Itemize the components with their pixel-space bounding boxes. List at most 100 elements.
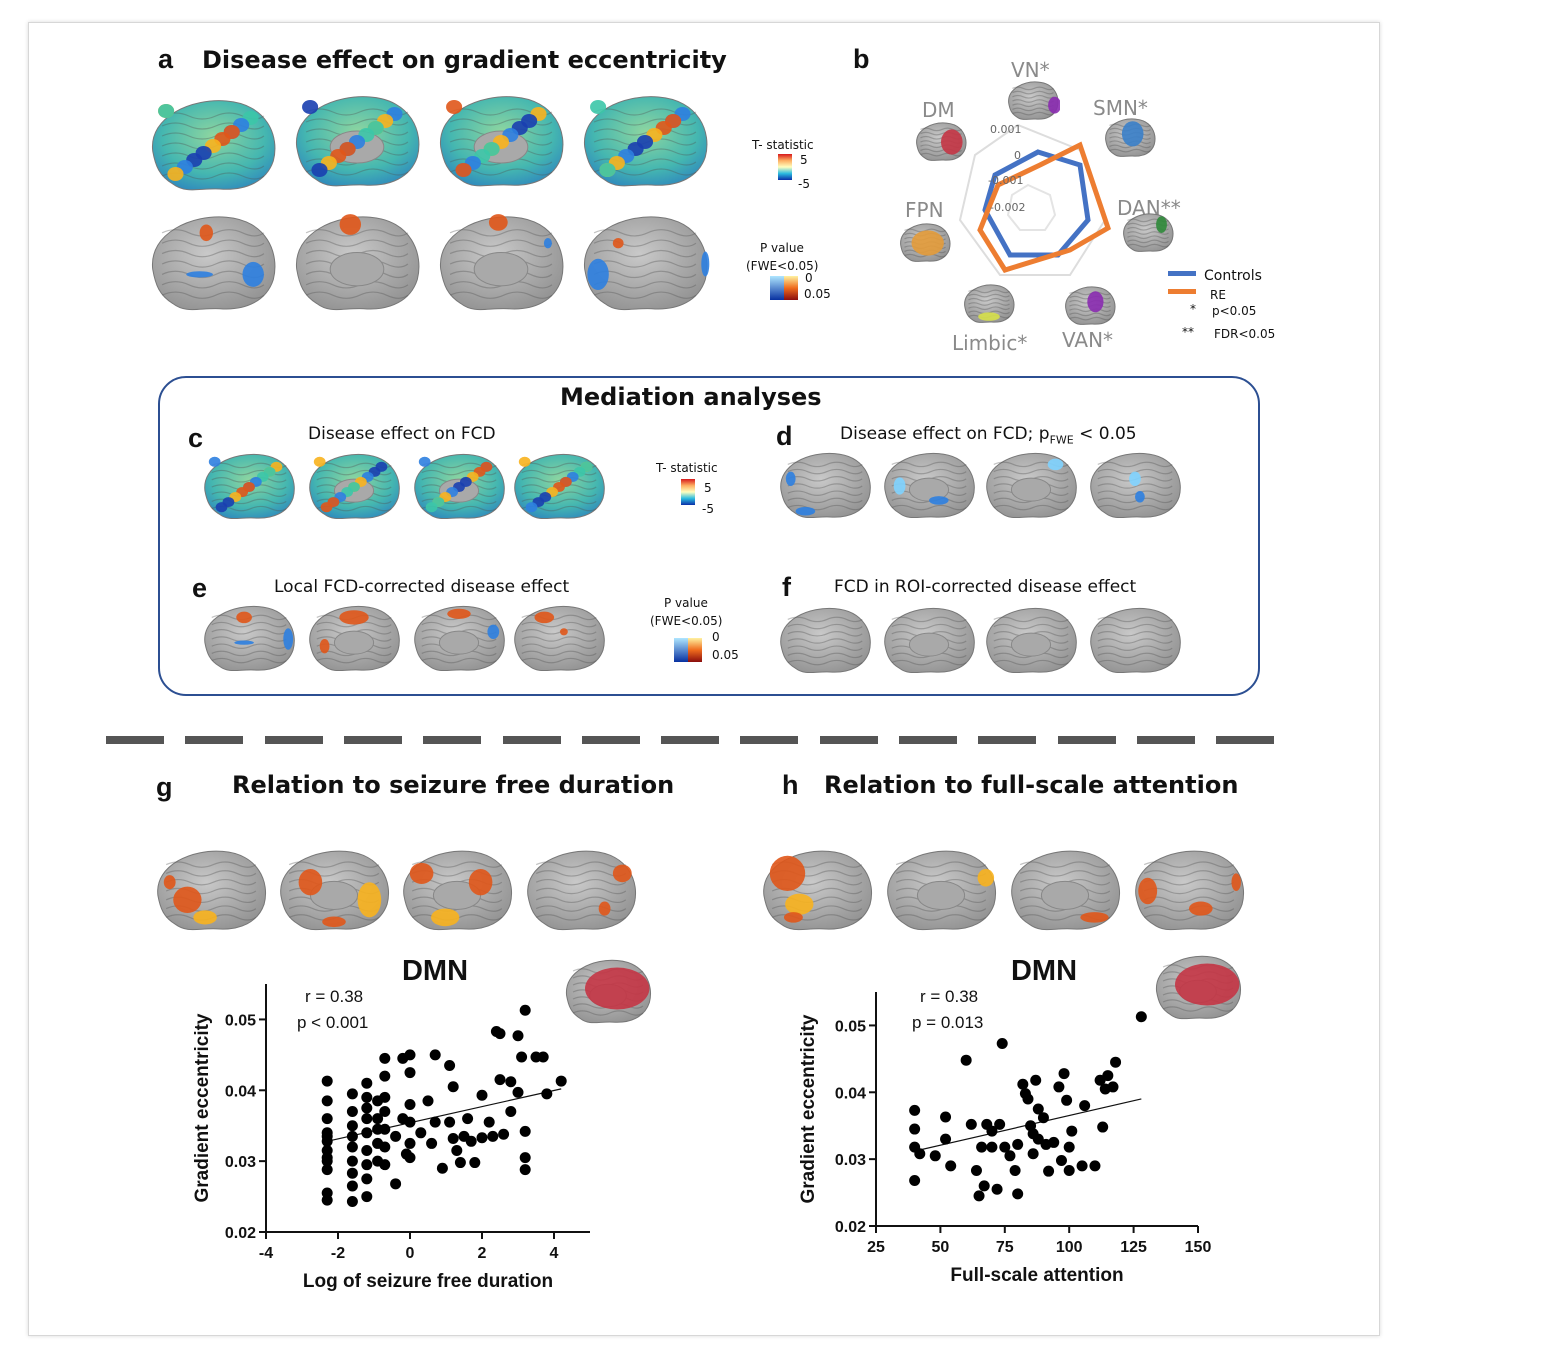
- panel-e-label: e: [192, 573, 208, 603]
- data-point: [361, 1145, 373, 1157]
- stat-r: r = 0.38: [305, 987, 363, 1006]
- brain-c-0: [204, 453, 295, 520]
- data-point: [321, 1130, 333, 1142]
- data-point: [415, 1127, 427, 1139]
- network-smn: SMN*: [1093, 96, 1148, 120]
- data-point: [429, 1049, 441, 1061]
- panel-f-title: FCD in ROI-corrected disease effect: [834, 577, 1137, 597]
- data-point: [519, 1164, 531, 1176]
- brain-h-0: [763, 850, 872, 931]
- data-point: [321, 1095, 333, 1107]
- brain-a-tstat-3: [584, 96, 708, 187]
- dash-segment: [1057, 736, 1116, 744]
- dash-segment: [819, 736, 878, 744]
- data-point: [426, 1137, 438, 1149]
- data-point: [404, 1049, 416, 1061]
- data-point: [970, 1165, 982, 1177]
- panel-a-tstat-label: T- statistic: [752, 138, 814, 152]
- data-point: [1089, 1160, 1101, 1172]
- x-tick-label: 50: [932, 1239, 950, 1256]
- data-point: [1055, 1154, 1067, 1166]
- data-point: [940, 1133, 952, 1145]
- data-point: [1043, 1165, 1055, 1177]
- data-point: [321, 1113, 333, 1125]
- data-point: [1022, 1093, 1034, 1105]
- data-point: [379, 1123, 391, 1135]
- scatter-plot-h: 25 50 75 100 125 150 0.02 0.03 0.04 0.05 Full-scal…: [798, 955, 1212, 1286]
- brain-d-1: [884, 452, 975, 519]
- data-point: [976, 1141, 988, 1153]
- data-point: [346, 1106, 358, 1118]
- data-point: [404, 1098, 416, 1110]
- data-point: [1066, 1125, 1078, 1137]
- brain-a-pvalue-0: [152, 216, 276, 311]
- data-point: [462, 1113, 474, 1125]
- chart-title: DMN: [1011, 955, 1077, 987]
- panel-a-pval-label: P value: [760, 241, 804, 255]
- brain-e-1: [309, 605, 400, 672]
- data-point: [973, 1190, 985, 1202]
- panel-a-label: a: [158, 44, 174, 74]
- legend-star1: *: [1190, 302, 1196, 316]
- data-point: [945, 1160, 957, 1172]
- y-tick-label: 0.03: [225, 1154, 256, 1171]
- data-point: [940, 1111, 952, 1123]
- brain-f-2: [986, 607, 1077, 674]
- panel-e-pval-label: P value: [664, 596, 708, 610]
- data-point: [1076, 1160, 1088, 1172]
- x-tick-label: 2: [478, 1245, 487, 1262]
- brain-c-2: [414, 453, 505, 520]
- x-tick-label: 150: [1185, 1239, 1212, 1256]
- legend-re: RE: [1210, 288, 1226, 302]
- brain-a-tstat-0: [152, 100, 276, 191]
- brain-g-0: [157, 850, 266, 931]
- data-point: [361, 1173, 373, 1185]
- panel-h-label: h: [782, 770, 799, 800]
- panel-f-label: f: [782, 572, 791, 602]
- data-point: [994, 1118, 1006, 1130]
- brain-a-pvalue-3: [584, 216, 710, 311]
- data-point: [519, 1125, 531, 1137]
- y-tick-label: 0.04: [225, 1083, 256, 1100]
- data-point: [454, 1157, 466, 1169]
- brain-f-0: [780, 607, 871, 674]
- y-tick-label: 0.05: [835, 1018, 866, 1035]
- y-tick-label: 0.02: [835, 1219, 866, 1236]
- y-tick-label: 0.03: [835, 1152, 866, 1169]
- brain-g-3: [527, 850, 636, 931]
- data-point: [346, 1155, 358, 1167]
- panel-c-tstat-label: T- statistic: [656, 461, 718, 475]
- data-point: [346, 1180, 358, 1192]
- data-point: [1032, 1133, 1044, 1145]
- brain-c-1: [309, 453, 400, 520]
- data-point: [1063, 1165, 1075, 1177]
- data-point: [476, 1132, 488, 1144]
- data-point: [965, 1118, 977, 1130]
- data-point: [909, 1175, 921, 1187]
- stat-p: p < 0.001: [297, 1013, 368, 1032]
- panel-a-tstat-colorbar: [778, 154, 792, 180]
- brain-d-3: [1090, 452, 1181, 519]
- data-point: [1079, 1100, 1091, 1112]
- data-point: [1135, 1011, 1147, 1023]
- data-point: [991, 1183, 1003, 1195]
- panel-a-title: Disease effect on gradient eccentricity: [202, 46, 727, 74]
- data-point: [404, 1116, 416, 1128]
- dash-segment: [423, 736, 482, 744]
- data-point: [519, 1152, 531, 1164]
- brain-h-3: [1135, 850, 1244, 931]
- panel-a-pval-colorbar: [770, 276, 798, 300]
- legend-controls-swatch: [1168, 271, 1196, 276]
- data-point: [1097, 1121, 1109, 1133]
- data-point: [346, 1130, 358, 1142]
- data-point: [516, 1051, 528, 1063]
- brain-d-2: [986, 452, 1077, 519]
- dash-segment: [1216, 736, 1275, 744]
- dash-segment: [978, 736, 1037, 744]
- data-point: [986, 1141, 998, 1153]
- panel-a-pval-bottom: 0.05: [804, 287, 831, 301]
- data-point: [361, 1191, 373, 1203]
- brain-a-pvalue-1: [296, 214, 420, 311]
- data-point: [1004, 1150, 1016, 1162]
- data-point: [321, 1075, 333, 1087]
